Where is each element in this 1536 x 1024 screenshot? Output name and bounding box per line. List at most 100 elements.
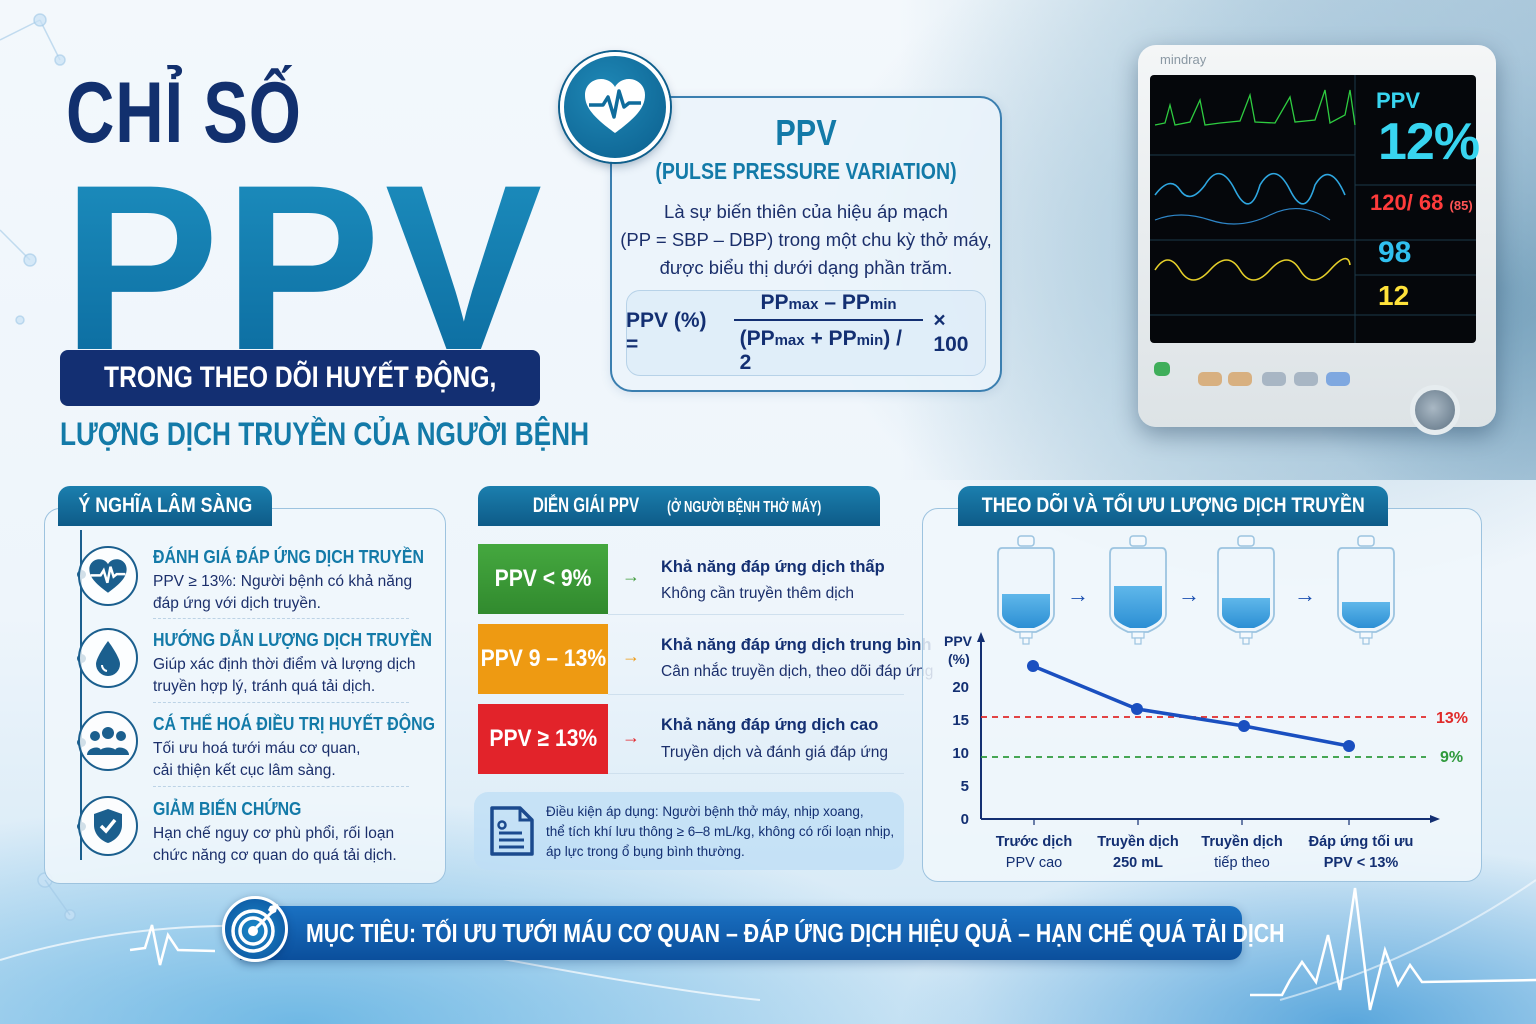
target-arrow-icon	[222, 896, 288, 962]
formula-fraction: PPmax – PPmin (PPmax + PPmin) / 2	[733, 291, 924, 375]
clinical-icon-circle	[78, 796, 138, 856]
formula-denominator: (PPmax + PPmin) / 2	[733, 319, 924, 375]
ppv-low-badge: PPV < 9%	[478, 544, 608, 614]
definition-subtitle: (PULSE PRESSURE VARIATION)	[655, 158, 957, 184]
monitoring-header: THEO DÕI VÀ TỐI ƯU LƯỢNG DỊCH TRUYỀN	[958, 486, 1388, 526]
ppv-high-badge: PPV ≥ 13%	[478, 704, 608, 774]
people-group-icon	[87, 727, 129, 755]
definition-line: Là sự biến thiên của hiệu áp mạch	[664, 201, 948, 222]
document-icon	[490, 806, 534, 856]
subtitle-banner: TRONG THEO DÕI HUYẾT ĐỘNG,	[60, 350, 540, 406]
divider	[608, 614, 904, 615]
heart-pulse-icon	[89, 559, 127, 593]
condition-text: Điều kiện áp dụng: Người bệnh thở máy, n…	[546, 804, 895, 859]
shield-check-icon	[94, 809, 122, 843]
clinical-item-text: Giúp xác định thời điểm và lượng dịch tru…	[153, 656, 416, 695]
clinical-header: Ý NGHĨA LÂM SÀNG	[58, 486, 272, 526]
goal-banner: MỤC TIÊU: TỐI ƯU TƯỚI MÁU CƠ QUAN – ĐÁP …	[240, 906, 1285, 960]
title-line1: CHỈ SỐ	[66, 65, 302, 161]
monitor-button	[1326, 372, 1350, 386]
clinical-item-title: CÁ THỂ HOÁ ĐIỀU TRỊ HUYẾT ĐỘNG	[153, 713, 435, 734]
divider	[153, 618, 409, 619]
svg-text:9%: 9%	[1440, 749, 1463, 766]
svg-text:5: 5	[961, 778, 969, 795]
monitor-power-button	[1154, 362, 1170, 376]
definition-title: PPV	[775, 112, 837, 153]
ppv-mid-badge: PPV 9 – 13%	[478, 624, 608, 694]
svg-text:13%: 13%	[1436, 710, 1468, 727]
clinical-icon-circle	[78, 711, 138, 771]
data-points	[1027, 660, 1355, 752]
interpretation-desc: Không cần truyền thêm dịch	[661, 585, 855, 602]
clinical-item-title: GIẢM BIẾN CHỨNG	[153, 798, 302, 819]
clinical-item-title: ĐÁNH GIÁ ĐÁP ỨNG DỊCH TRUYỀN	[153, 546, 425, 567]
svg-text:10: 10	[952, 745, 969, 762]
arrow-right-icon: →	[622, 727, 640, 747]
clinical-item-text: Hạn chế nguy cơ phù phổi, rối loạn chức n…	[153, 825, 397, 864]
formula-box	[626, 290, 986, 376]
subtitle-line2: LƯỢNG DỊCH TRUYỀN CỦA NGƯỜI BỆNH	[60, 416, 590, 452]
definition-text: Là sự biến thiên của hiệu áp mạch (PP = …	[610, 198, 1002, 282]
svg-text:20: 20	[952, 679, 969, 696]
interpretation-desc: Cân nhắc truyền dịch, theo dõi đáp ứng	[661, 663, 934, 680]
definition-line: được biểu thị dưới dạng phần trăm.	[659, 257, 953, 278]
formula-lhs: PPV (%) =	[626, 309, 707, 356]
ppv-series-line	[1032, 664, 1350, 748]
x-category: Đáp ứng tối ưu PPV < 13%	[1308, 834, 1414, 871]
divider	[153, 786, 409, 787]
x-category: Truyền dịch tiếp theo	[1201, 834, 1283, 871]
divider	[608, 694, 904, 695]
svg-text:(%): (%)	[948, 651, 970, 667]
arrow-right-icon: →	[1067, 582, 1089, 607]
clinical-item-text: Tối ưu hoá tưới máu cơ quan, cải thiện kế…	[153, 740, 361, 779]
monitor-button	[1198, 372, 1222, 386]
divider	[608, 773, 904, 774]
definition-line: (PP = SBP – DBP) trong một chu kỳ thở má…	[620, 229, 992, 250]
condition-box	[474, 792, 904, 870]
monitor-rr: 12	[1378, 280, 1410, 311]
title-main: PPV	[62, 136, 547, 400]
subtitle-text: TRONG THEO DÕI HUYẾT ĐỘNG,	[103, 361, 497, 394]
formula-multiplier: × 100	[933, 309, 969, 356]
divider	[153, 702, 409, 703]
monitor-ppv-value: 12%	[1378, 113, 1480, 171]
arrow-right-icon: →	[1294, 582, 1316, 607]
monitor-bp: 120/ 68 (85)	[1370, 190, 1473, 215]
formula-numerator: PPmax – PPmin	[760, 291, 897, 314]
interpretation-header: DIỄN GIẢI PPV (Ở NGƯỜI BỆNH THỞ MÁY)	[478, 486, 880, 526]
clinical-icon-circle	[78, 546, 138, 606]
monitor-screen	[1150, 75, 1476, 343]
monitor-spo2: 98	[1378, 236, 1412, 269]
iv-bag-icon	[1337, 535, 1395, 645]
interpretation-title: Khả năng đáp ứng dịch trung bình	[661, 636, 932, 654]
interpretation-desc: Truyền dịch và đánh giá đáp ứng	[661, 744, 888, 761]
interpretation-title: Khả năng đáp ứng dịch cao	[661, 716, 879, 734]
water-drop-icon	[96, 641, 120, 676]
timeline-line	[80, 530, 82, 860]
ppv-formula: PPV (%) = PPmax – PPmin (PPmax + PPmin) …	[626, 290, 986, 376]
y-axis-ticks: 0 5 10 15 20	[952, 679, 969, 828]
monitor-brand: mindray	[1160, 52, 1207, 67]
svg-text:0: 0	[961, 811, 969, 828]
clinical-icon-circle	[78, 628, 138, 688]
clinical-item-title: HƯỚNG DẪN LƯỢNG DỊCH TRUYỀN	[153, 629, 432, 650]
arrow-right-icon: →	[1178, 582, 1200, 607]
x-category: Truyền dịch 250 mL	[1097, 834, 1179, 871]
iv-bag-icon	[997, 535, 1055, 645]
iv-bag-icon	[1217, 535, 1275, 645]
y-axis-label: PPV	[944, 633, 973, 649]
monitor-button	[1228, 372, 1252, 386]
svg-text:15: 15	[952, 712, 969, 729]
monitor-button	[1294, 372, 1318, 386]
fluid-chart: → → → PPV (%) 0 5 10 15 20 13% 9%	[944, 535, 1468, 828]
arrow-right-icon: →	[622, 646, 640, 666]
arrow-right-icon: →	[622, 566, 640, 586]
iv-bag-icon	[1109, 535, 1167, 645]
heart-pulse-icon	[560, 52, 670, 162]
monitor-knob	[1410, 385, 1460, 435]
x-category: Trước dịch PPV cao	[995, 834, 1073, 871]
monitor-button	[1262, 372, 1286, 386]
clinical-item-text: PPV ≥ 13%: Người bệnh có khả năng đáp ứng…	[153, 573, 413, 612]
monitor-ppv-label: PPV	[1376, 88, 1421, 113]
interpretation-title: Khả năng đáp ứng dịch thấp	[661, 558, 885, 576]
